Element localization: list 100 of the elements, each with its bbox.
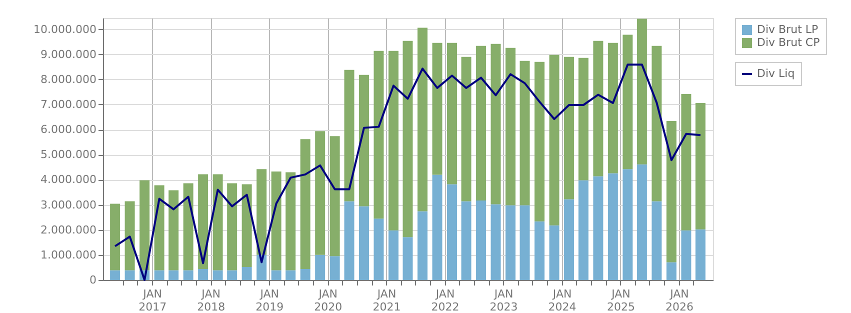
bar — [198, 174, 208, 269]
bar — [388, 50, 398, 230]
bar — [140, 180, 150, 270]
bar — [476, 46, 486, 201]
bar — [520, 60, 530, 206]
bar — [110, 270, 120, 280]
bar — [418, 211, 428, 280]
bar — [418, 28, 428, 212]
bar — [359, 74, 369, 206]
bar — [124, 201, 135, 270]
bar — [359, 206, 369, 280]
bar — [666, 121, 676, 262]
bar — [681, 94, 692, 230]
bar — [300, 139, 310, 269]
bar — [388, 230, 398, 280]
y-tick-label: 8.000.000 — [40, 72, 96, 86]
y-tick-label: 6.000.000 — [40, 123, 96, 136]
y-tick-label: 7.000.000 — [40, 98, 96, 111]
bar — [695, 229, 706, 280]
bar — [154, 270, 164, 280]
bar — [212, 174, 223, 270]
bar — [227, 270, 238, 280]
x-tick-label: JAN 2023 — [490, 288, 518, 313]
bar — [461, 201, 472, 280]
y-tick-label: 5.000.000 — [40, 148, 96, 162]
bar — [652, 46, 662, 202]
y-tick-label: 0 — [90, 274, 96, 286]
x-tick-label: JAN 2022 — [431, 288, 460, 313]
bar — [593, 40, 604, 176]
bar — [622, 34, 633, 170]
bar — [622, 169, 633, 280]
bar — [242, 266, 252, 280]
bar — [374, 218, 384, 280]
bar — [506, 48, 516, 206]
bar — [110, 204, 120, 270]
bar — [286, 172, 296, 270]
bar — [695, 102, 706, 230]
bar — [168, 270, 179, 280]
x-tick-label: JAN 2025 — [606, 288, 635, 313]
bar — [432, 42, 442, 175]
bar — [271, 270, 282, 280]
x-tick-label: JAN 2018 — [197, 288, 226, 313]
y-tick-label: 4.000.000 — [40, 173, 96, 186]
bar — [636, 164, 647, 280]
bar — [242, 184, 252, 267]
bar — [315, 254, 326, 280]
bar — [374, 50, 384, 219]
bar — [124, 270, 135, 280]
bar — [520, 205, 530, 280]
y-tick-label: 9.000.000 — [40, 48, 96, 61]
bar — [344, 201, 354, 280]
bar — [534, 221, 545, 280]
x-tick-label: JAN 2017 — [138, 288, 167, 313]
bar — [490, 204, 501, 280]
bar — [608, 42, 618, 174]
x-tick-label: JAN 2021 — [372, 288, 401, 313]
bar — [681, 230, 692, 280]
bar — [344, 70, 354, 202]
bar — [447, 42, 457, 184]
bar — [578, 180, 588, 280]
bar — [330, 136, 340, 256]
bar — [286, 270, 296, 280]
bar — [476, 200, 486, 280]
bar — [183, 183, 194, 270]
bar — [593, 176, 604, 280]
y-tick-label: 2.000.000 — [40, 223, 96, 236]
bar — [549, 225, 560, 280]
bar — [666, 262, 676, 280]
bar — [534, 62, 545, 222]
x-tick-label: JAN 2026 — [665, 288, 694, 313]
bar — [564, 56, 574, 200]
bar — [168, 190, 179, 270]
bar — [608, 173, 618, 280]
bar — [300, 268, 310, 280]
bar — [256, 169, 267, 255]
bar — [549, 54, 560, 226]
bar — [506, 205, 516, 280]
x-tick-label: JAN 2024 — [548, 288, 576, 313]
bar — [271, 171, 282, 270]
bar — [652, 201, 662, 280]
x-tick-label: JAN 2020 — [314, 288, 342, 313]
bar — [432, 174, 442, 280]
x-tick-label: JAN 2019 — [256, 288, 284, 313]
bar — [212, 270, 223, 280]
bar — [198, 268, 208, 280]
y-tick-label: 1.000.000 — [40, 248, 96, 262]
bar — [183, 270, 194, 280]
bar — [402, 237, 413, 280]
bar — [636, 18, 647, 164]
bar — [330, 256, 340, 280]
legend-label: Div Brut CP — [757, 36, 820, 49]
bar — [402, 40, 413, 238]
legend-label: Div Liq — [757, 67, 795, 80]
line-series — [114, 64, 702, 281]
bar — [578, 58, 588, 180]
legend-label: Div Brut LP — [757, 23, 819, 36]
bar — [490, 44, 501, 204]
bar — [461, 56, 472, 202]
bar — [227, 183, 238, 270]
y-tick-label: 10.000.000 — [34, 22, 96, 36]
